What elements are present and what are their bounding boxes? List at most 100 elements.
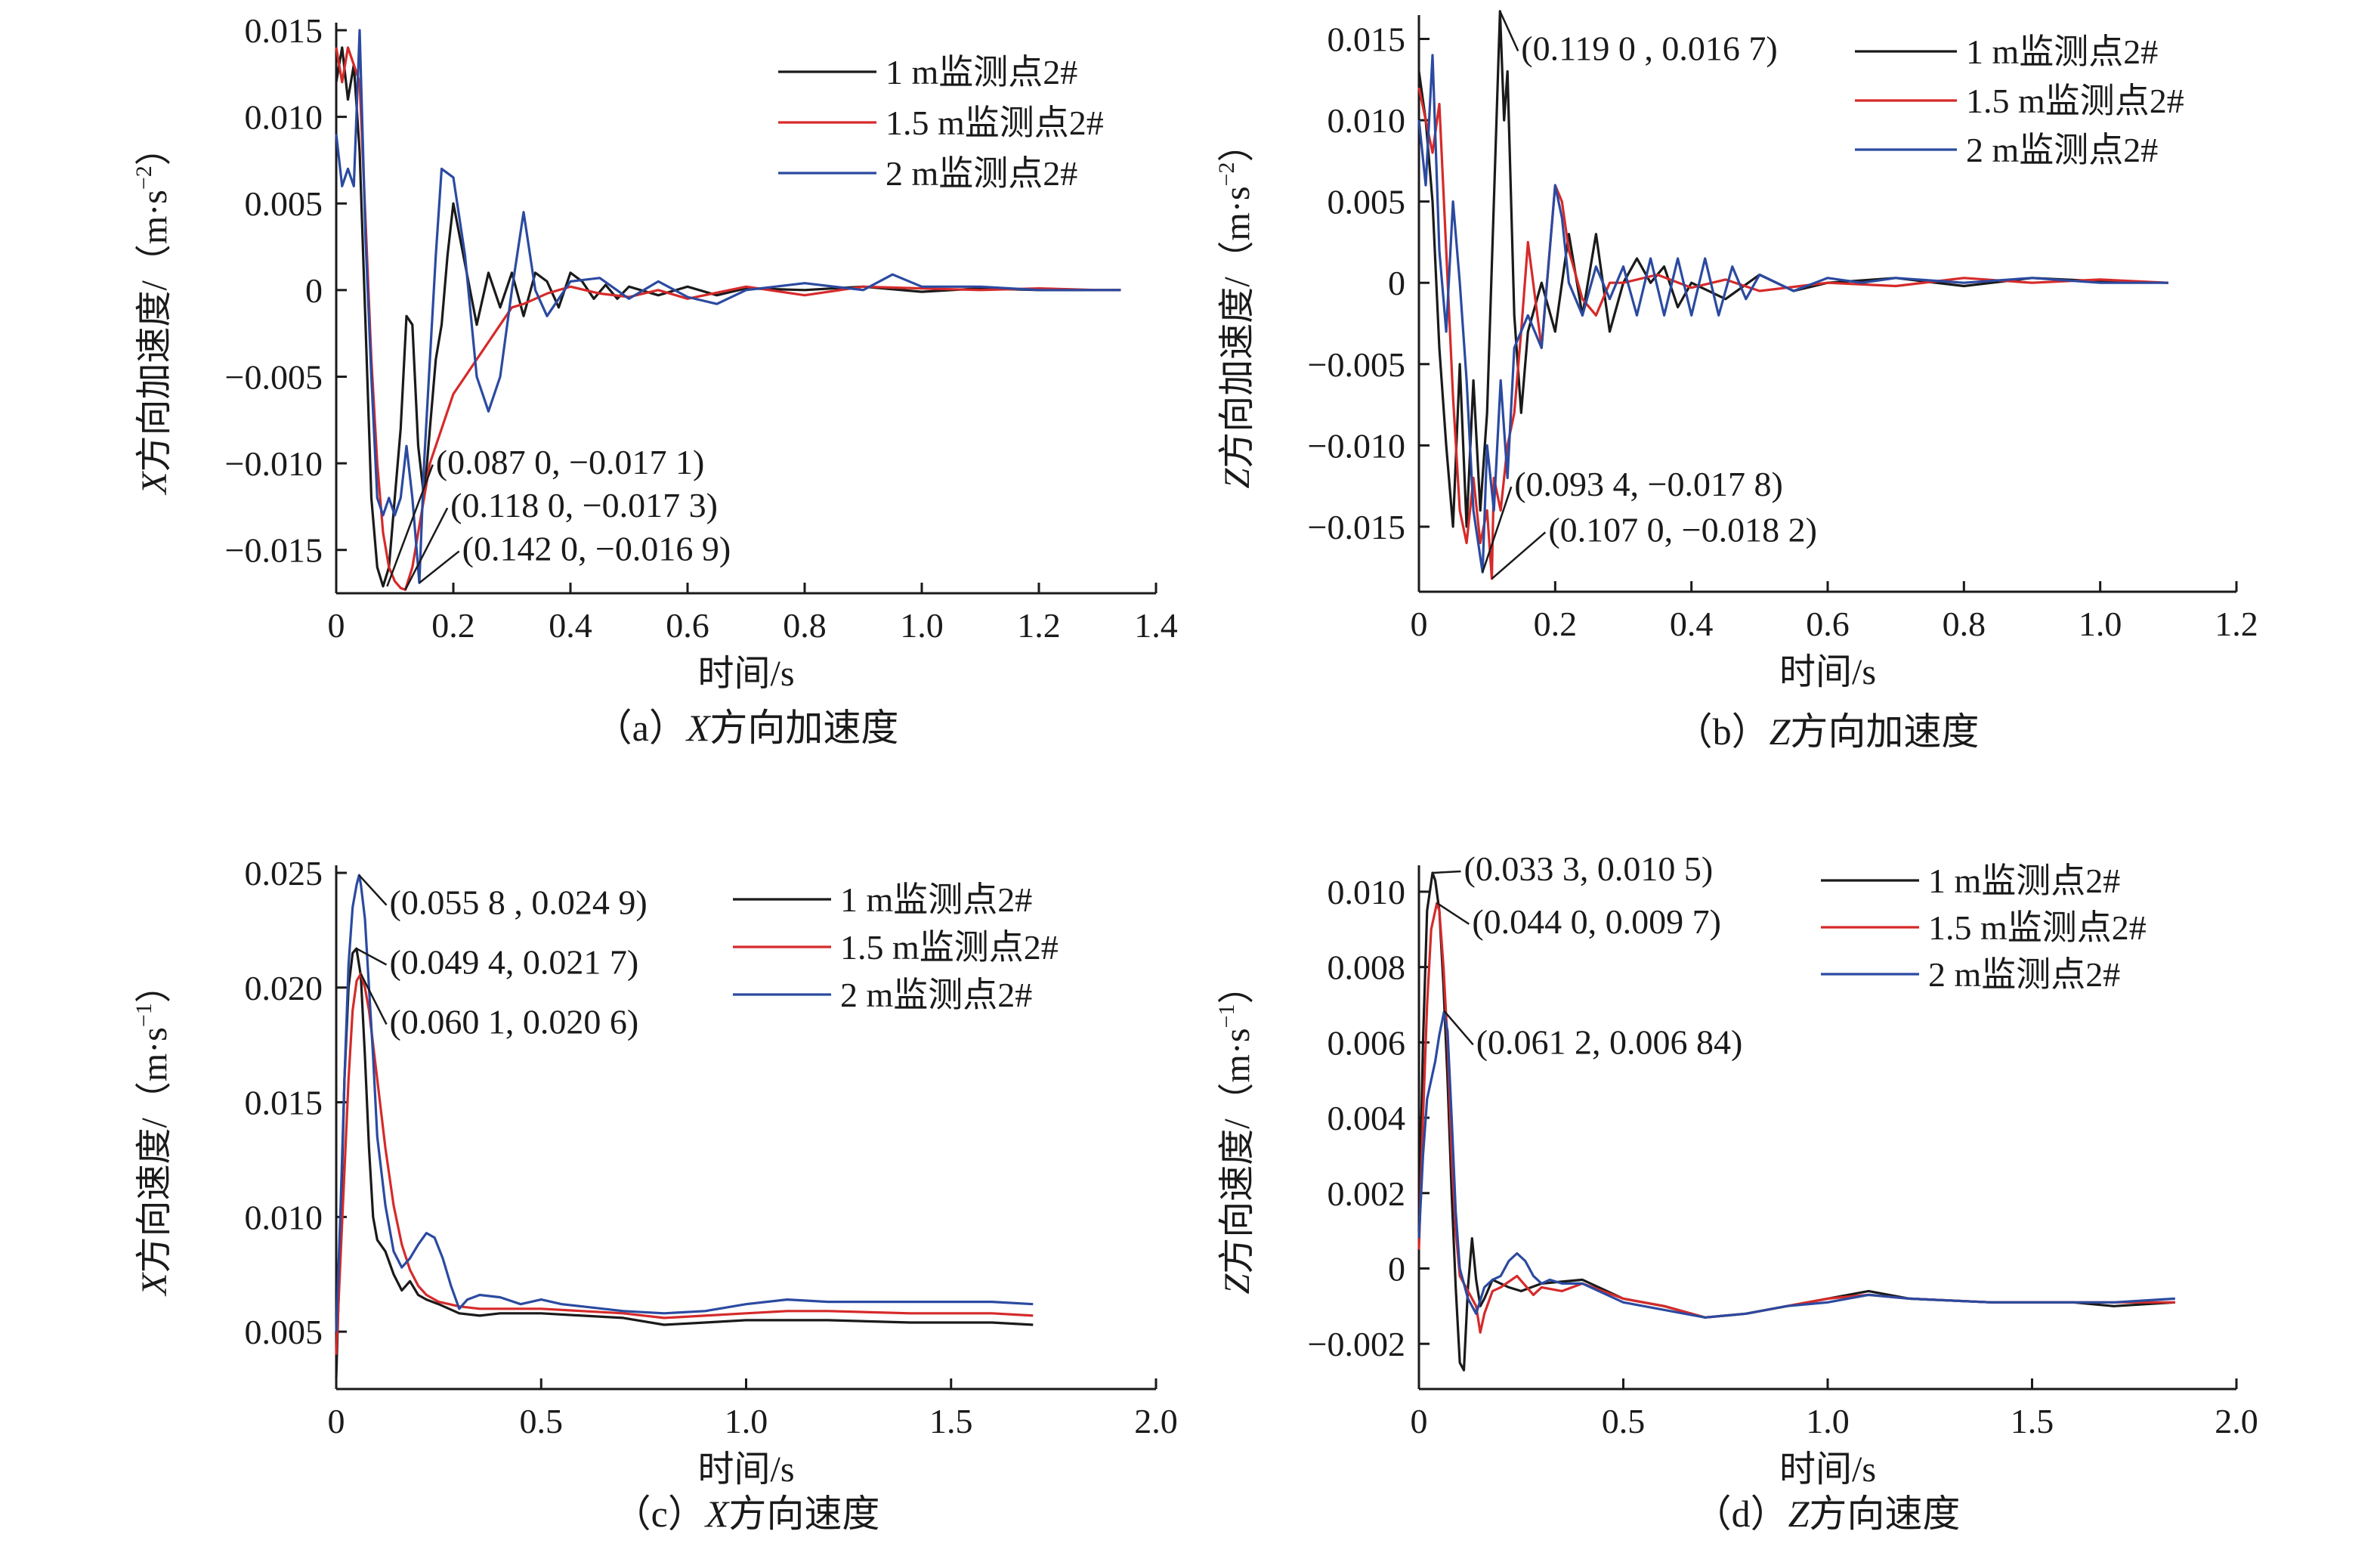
panel-caption-var: Z bbox=[1770, 710, 1791, 753]
y-tick-label: 0.002 bbox=[1328, 1174, 1406, 1213]
x-tick-label: 1.2 bbox=[1017, 606, 1061, 645]
legend-entry-3: 2 m监测点2# bbox=[1928, 955, 2120, 994]
annotation-label: (0.087 0, −0.017 1) bbox=[436, 443, 705, 481]
y-tick-label: −0.002 bbox=[1308, 1325, 1405, 1363]
annotation-leader bbox=[1432, 870, 1461, 874]
y-axis-label-end: ） bbox=[134, 129, 175, 166]
x-tick-label: 0.2 bbox=[1534, 605, 1578, 643]
y-tick-label: −0.010 bbox=[225, 444, 323, 483]
series-line-3 bbox=[1417, 1010, 2175, 1319]
legend-entry-3: 2 m监测点2# bbox=[1966, 131, 2158, 169]
y-tick-label: 0 bbox=[305, 271, 323, 310]
x-tick-label: 1.0 bbox=[1806, 1402, 1850, 1440]
series-line-1 bbox=[335, 947, 1034, 1378]
y-axis-label-var: X bbox=[134, 471, 175, 496]
legend-entry-2: 1.5 m监测点2# bbox=[840, 928, 1059, 967]
x-axis-label: 时间/s bbox=[697, 1449, 794, 1490]
panel-caption: （a）X方向加速度 bbox=[595, 707, 899, 749]
series-line-2 bbox=[335, 46, 1121, 592]
legend-entry-3: 2 m监测点2# bbox=[886, 154, 1077, 193]
y-axis-label-text: 方向速度/（m·s bbox=[134, 1027, 175, 1273]
y-tick-label: 0 bbox=[1388, 264, 1405, 302]
y-tick-label: 0.015 bbox=[245, 1084, 323, 1122]
annotation-label: (0.055 8 , 0.024 9) bbox=[390, 883, 648, 922]
annotation-label: (0.093 4, −0.017 8) bbox=[1514, 465, 1783, 503]
y-tick-label: 0.005 bbox=[245, 184, 323, 223]
series-line-2 bbox=[335, 972, 1034, 1355]
y-axis-label: X方向速度/（m·s−1） bbox=[131, 967, 175, 1297]
legend-entry-2: 1.5 m监测点2# bbox=[1966, 82, 2184, 120]
annotation-leader bbox=[1443, 1010, 1474, 1046]
y-tick-label: 0.015 bbox=[1328, 20, 1406, 59]
y-axis-label-text: 方向加速度/（m·s bbox=[1217, 186, 1257, 468]
series-line-3 bbox=[335, 29, 1121, 584]
y-tick-label: 0.010 bbox=[245, 1198, 323, 1236]
panel-caption-text: 方向加速度 bbox=[709, 707, 898, 749]
y-tick-label: 0.005 bbox=[245, 1313, 323, 1351]
y-axis-label: Z方向速度/（m·s−1） bbox=[1214, 968, 1257, 1295]
x-axis-label: 时间/s bbox=[1779, 1449, 1876, 1490]
chart-panel-b: 0 0.2 0.4 0.6 0.8 1.0 1.2 0.015 0.010 0.005 0 −0.00… bbox=[1214, 10, 2258, 753]
panel-caption-prefix: （c） bbox=[614, 1493, 706, 1535]
annotation-label: (0.061 2, 0.006 84) bbox=[1476, 1023, 1743, 1061]
legend-entry-2: 1.5 m监测点2# bbox=[886, 104, 1104, 142]
legend-entry-1: 1 m监测点2# bbox=[1966, 32, 2158, 71]
annotation-leader bbox=[404, 507, 449, 590]
y-tick-label: 0.010 bbox=[245, 98, 323, 137]
x-tick-label: 1.0 bbox=[2079, 605, 2122, 643]
panel-caption-text: 方向速度 bbox=[728, 1493, 879, 1535]
series-line-1 bbox=[335, 46, 1121, 588]
chart-panel-d: 0 0.5 1.0 1.5 2.0 0.010 0.008 0.006 0.004 0.002 0 −… bbox=[1214, 849, 2258, 1535]
x-tick-label: 0.5 bbox=[520, 1402, 564, 1440]
annotation-leader bbox=[1499, 11, 1519, 52]
x-tick-label: 0.6 bbox=[1806, 605, 1850, 643]
x-tick-label: 0.4 bbox=[1670, 605, 1714, 643]
annotation-label: (0.118 0, −0.017 3) bbox=[450, 486, 718, 524]
panel-caption: （c）X方向速度 bbox=[614, 1493, 880, 1535]
y-axis-label: Z方向加速度/（m·s−2） bbox=[1214, 126, 1257, 489]
series-line-3 bbox=[1417, 54, 2168, 574]
x-tick-label: 2.0 bbox=[1134, 1402, 1178, 1440]
x-tick-label: 0 bbox=[1411, 605, 1428, 643]
x-tick-label: 0 bbox=[328, 1402, 345, 1440]
legend-entry-3: 2 m监测点2# bbox=[840, 976, 1032, 1014]
y-axis-label-text: 方向速度/（m·s bbox=[1217, 1028, 1257, 1273]
series-line-2 bbox=[1417, 902, 2175, 1334]
legend-entry-2: 1.5 m监测点2# bbox=[1928, 908, 2147, 947]
y-tick-label: −0.010 bbox=[1308, 426, 1405, 465]
legend-entry-1: 1 m监测点2# bbox=[840, 880, 1032, 919]
annotation-leader bbox=[1491, 531, 1547, 580]
annotation-label: (0.049 4, 0.021 7) bbox=[390, 943, 639, 982]
y-axis-label-end: ） bbox=[134, 967, 175, 1003]
x-axis-label: 时间/s bbox=[1779, 652, 1876, 692]
y-tick-label: 0.004 bbox=[1328, 1099, 1406, 1137]
x-tick-label: 0.2 bbox=[431, 606, 475, 645]
annotation-leader bbox=[386, 464, 434, 587]
panel-caption-prefix: （a） bbox=[595, 707, 687, 749]
y-axis-label-end: ） bbox=[1217, 126, 1257, 162]
y-tick-label: 0.010 bbox=[1328, 101, 1406, 140]
y-axis-label-end: ） bbox=[1217, 968, 1257, 1004]
annotation-leader bbox=[356, 948, 388, 966]
panel-caption-var: X bbox=[685, 707, 712, 749]
x-tick-label: 1.5 bbox=[2011, 1402, 2054, 1440]
y-tick-label: 0.010 bbox=[1328, 873, 1406, 911]
x-tick-label: 0.4 bbox=[549, 606, 592, 645]
panel-caption-var: Z bbox=[1788, 1493, 1810, 1535]
annotation-leader bbox=[1482, 486, 1513, 573]
panel-caption-text: 方向速度 bbox=[1809, 1493, 1960, 1535]
series-line-1 bbox=[1417, 871, 2175, 1372]
panel-caption-text: 方向加速度 bbox=[1790, 710, 1979, 753]
y-axis-label-exponent: −1 bbox=[1214, 1004, 1239, 1029]
y-axis-label-exponent: −2 bbox=[131, 166, 156, 190]
y-tick-label: 0.008 bbox=[1328, 948, 1406, 987]
x-tick-label: 1.0 bbox=[900, 606, 944, 645]
annotation-label: (0.044 0, 0.009 7) bbox=[1472, 902, 1721, 941]
y-tick-label: 0.020 bbox=[245, 969, 323, 1007]
x-tick-label: 1.2 bbox=[2215, 605, 2258, 643]
x-tick-label: 2.0 bbox=[2215, 1402, 2258, 1440]
panel-caption-var: X bbox=[704, 1493, 731, 1535]
annotation-label: (0.142 0, −0.016 9) bbox=[462, 529, 731, 568]
y-axis-label: X方向加速度/（m·s−2） bbox=[131, 129, 175, 496]
